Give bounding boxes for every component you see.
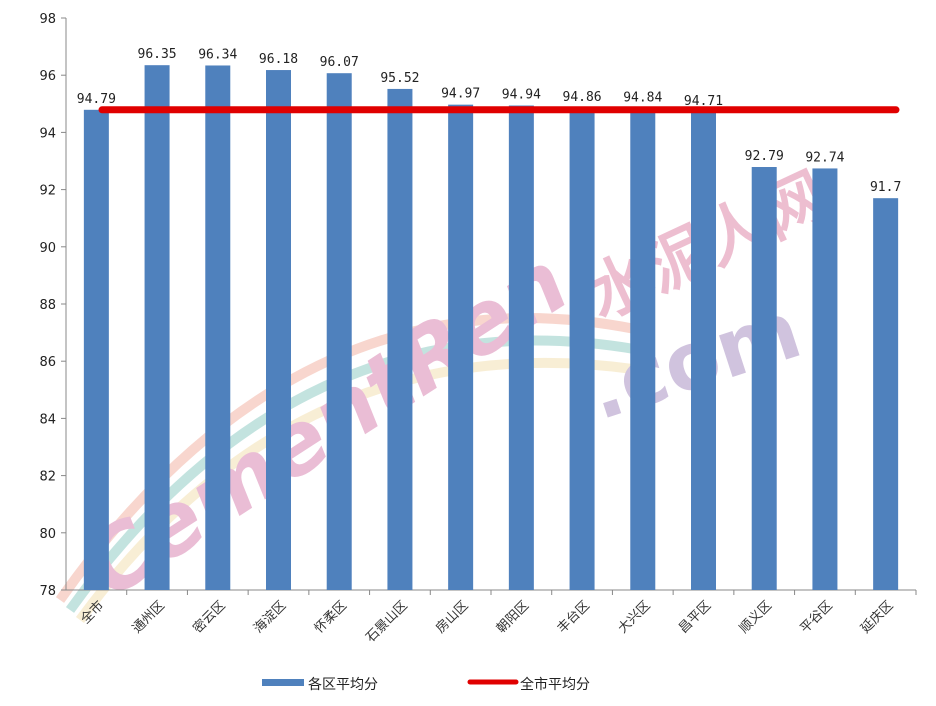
bar <box>630 108 656 590</box>
data-label: 91.7 <box>870 180 901 195</box>
bar <box>873 198 899 590</box>
y-tick-label: 90 <box>39 241 56 256</box>
data-label: 94.84 <box>623 90 662 105</box>
legend: 各区平均分 全市平均分 <box>262 676 590 693</box>
x-tick-label: 延庆区 <box>858 598 896 636</box>
x-tick-label: 大兴区 <box>615 598 653 636</box>
data-label: 96.07 <box>320 55 359 70</box>
bar <box>144 65 170 590</box>
x-tick-label: 石景山区 <box>363 598 410 645</box>
data-label: 94.71 <box>684 94 723 109</box>
x-tick-label: 平谷区 <box>798 598 836 636</box>
bar <box>326 73 352 590</box>
x-tick-label: 朝阳区 <box>494 598 532 636</box>
bar <box>205 65 231 590</box>
data-label: 94.94 <box>502 88 541 103</box>
y-tick-label: 94 <box>39 126 56 141</box>
bar-series <box>83 65 899 591</box>
y-tick-label: 86 <box>39 355 56 370</box>
x-tick-label: 顺义区 <box>737 598 775 636</box>
bar <box>83 109 109 590</box>
data-label: 94.97 <box>441 87 480 102</box>
x-tick-label: 房山区 <box>433 598 472 637</box>
bar <box>812 168 838 590</box>
y-tick-label: 98 <box>39 12 56 27</box>
data-label: 96.18 <box>259 52 298 67</box>
x-tick-label: 密云区 <box>190 598 229 637</box>
legend-label-average: 全市平均分 <box>520 676 590 693</box>
y-tick-label: 82 <box>39 470 56 485</box>
data-label: 92.74 <box>805 150 844 165</box>
x-tick-label: 海淀区 <box>251 598 289 636</box>
data-label: 94.79 <box>77 92 116 107</box>
y-tick-label: 78 <box>39 584 56 599</box>
y-tick-label: 80 <box>39 527 56 542</box>
bar <box>448 104 474 591</box>
y-tick-label: 84 <box>39 412 56 427</box>
y-tick-label: 92 <box>39 184 56 199</box>
bar <box>508 105 534 591</box>
data-label: 94.86 <box>563 90 602 105</box>
data-label: 92.79 <box>745 149 784 164</box>
data-label: 96.34 <box>198 47 237 62</box>
x-tick-label: 丰台区 <box>555 598 593 636</box>
data-labels: 94.79 96.35 96.34 96.18 96.07 95.52 94.97 94.94… <box>77 47 902 195</box>
legend-label-bars: 各区平均分 <box>308 677 378 693</box>
bar <box>387 88 413 590</box>
x-tick-label: 昌平区 <box>676 598 714 636</box>
legend-bar-swatch <box>262 679 304 686</box>
data-label: 95.52 <box>380 71 419 86</box>
bar <box>569 107 595 590</box>
data-label: 96.35 <box>138 47 177 62</box>
bar <box>266 70 291 590</box>
y-tick-label: 88 <box>39 298 56 313</box>
x-tick-label: 怀柔区 <box>312 598 350 636</box>
y-tick-label: 96 <box>39 69 56 84</box>
bar <box>751 167 777 591</box>
bar <box>691 112 716 591</box>
